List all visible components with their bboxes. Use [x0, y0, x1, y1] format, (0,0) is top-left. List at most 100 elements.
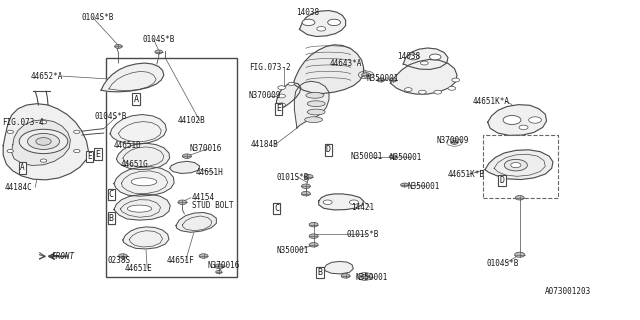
Text: 14038: 14038	[397, 52, 420, 61]
Circle shape	[288, 82, 294, 85]
Circle shape	[28, 133, 60, 149]
Text: 0101S*B: 0101S*B	[276, 173, 309, 182]
Circle shape	[74, 149, 80, 153]
Circle shape	[118, 254, 127, 258]
Ellipse shape	[307, 109, 325, 115]
Text: A073001203: A073001203	[545, 287, 591, 296]
Polygon shape	[390, 60, 457, 94]
Circle shape	[341, 274, 350, 278]
Text: C: C	[274, 204, 279, 213]
Text: B: B	[109, 214, 114, 223]
Text: 44651K*A: 44651K*A	[472, 97, 509, 106]
Circle shape	[309, 243, 318, 247]
Circle shape	[419, 90, 426, 94]
Circle shape	[178, 200, 187, 204]
Polygon shape	[485, 150, 553, 180]
Polygon shape	[300, 11, 346, 36]
Polygon shape	[110, 115, 166, 144]
Circle shape	[451, 140, 458, 144]
Text: 44154: 44154	[192, 193, 215, 202]
Circle shape	[529, 117, 541, 123]
Circle shape	[309, 234, 318, 238]
Circle shape	[19, 129, 68, 154]
Polygon shape	[116, 143, 170, 170]
Circle shape	[515, 196, 524, 200]
Text: 44651E: 44651E	[125, 264, 152, 273]
Circle shape	[323, 200, 332, 204]
Circle shape	[519, 125, 528, 130]
Text: N370009: N370009	[436, 136, 469, 145]
Circle shape	[301, 184, 310, 188]
Circle shape	[40, 121, 47, 124]
Circle shape	[182, 154, 191, 158]
Text: 44652*A: 44652*A	[31, 72, 63, 81]
Polygon shape	[488, 105, 547, 135]
Polygon shape	[319, 194, 364, 210]
Text: A: A	[134, 95, 138, 104]
Circle shape	[511, 163, 521, 168]
Text: 44651D: 44651D	[114, 141, 141, 150]
Text: 14038: 14038	[296, 8, 319, 17]
Text: 44651H: 44651H	[195, 168, 223, 177]
Text: 0104S*B: 0104S*B	[142, 35, 175, 44]
Circle shape	[404, 88, 412, 92]
Circle shape	[301, 191, 310, 196]
Text: C: C	[274, 204, 279, 213]
Circle shape	[74, 130, 80, 133]
Circle shape	[420, 61, 428, 65]
Circle shape	[328, 19, 340, 26]
Circle shape	[408, 54, 419, 60]
Text: STUD BOLT: STUD BOLT	[192, 201, 234, 210]
Circle shape	[309, 222, 318, 227]
Text: A: A	[20, 164, 25, 172]
Circle shape	[389, 155, 397, 159]
Text: 44102B: 44102B	[178, 116, 205, 125]
Polygon shape	[293, 45, 364, 93]
Ellipse shape	[307, 101, 325, 107]
Circle shape	[349, 200, 358, 204]
Circle shape	[448, 86, 456, 90]
Text: 0104S*B: 0104S*B	[95, 112, 127, 121]
Text: N370009: N370009	[248, 92, 281, 100]
Circle shape	[278, 86, 285, 90]
Text: D: D	[326, 145, 331, 154]
Circle shape	[302, 19, 315, 26]
Polygon shape	[114, 167, 174, 196]
Circle shape	[360, 274, 369, 279]
Circle shape	[389, 78, 397, 82]
Circle shape	[304, 174, 313, 179]
Text: 44184B: 44184B	[251, 140, 278, 149]
Text: D: D	[326, 145, 331, 154]
Text: E: E	[96, 150, 100, 159]
Circle shape	[40, 159, 47, 162]
Circle shape	[317, 27, 326, 31]
Circle shape	[434, 90, 442, 94]
Text: FIG.073-2: FIG.073-2	[250, 63, 291, 72]
Ellipse shape	[127, 205, 152, 212]
Circle shape	[452, 78, 460, 82]
Text: 0238S: 0238S	[108, 256, 131, 265]
Text: D: D	[499, 176, 504, 185]
Text: E: E	[276, 104, 281, 113]
Circle shape	[7, 130, 13, 133]
Text: 0104S*B: 0104S*B	[82, 13, 115, 22]
Circle shape	[515, 252, 525, 257]
Polygon shape	[324, 261, 353, 274]
Polygon shape	[3, 104, 88, 180]
Circle shape	[36, 138, 51, 145]
Text: E: E	[276, 104, 281, 113]
Circle shape	[377, 78, 385, 82]
Circle shape	[503, 116, 521, 124]
Text: 0101S*B: 0101S*B	[347, 230, 380, 239]
Circle shape	[115, 44, 122, 48]
Ellipse shape	[306, 92, 324, 98]
Circle shape	[429, 54, 441, 60]
Ellipse shape	[305, 117, 323, 123]
Circle shape	[155, 50, 163, 54]
Polygon shape	[176, 212, 216, 232]
Text: C: C	[109, 190, 114, 199]
Text: 44643*A: 44643*A	[330, 60, 362, 68]
Text: N350001: N350001	[407, 182, 440, 191]
Circle shape	[214, 264, 223, 268]
Polygon shape	[114, 194, 170, 220]
